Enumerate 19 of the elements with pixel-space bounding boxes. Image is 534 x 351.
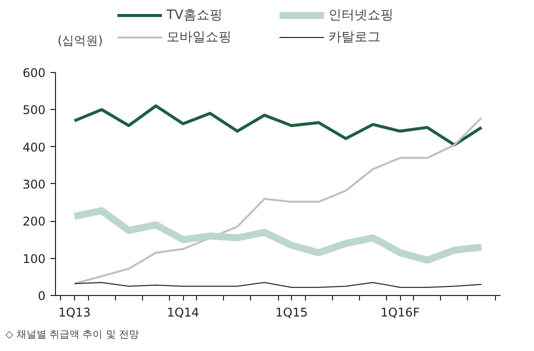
line-series	[73, 116, 483, 285]
legend-label: 인터넷쇼핑	[328, 7, 394, 24]
x-tick-label: 1Q13	[58, 306, 91, 320]
y-tick-label: 100	[22, 252, 46, 266]
text: ◇ 채널별 취급액 추이 및 전망	[6, 330, 140, 340]
y-tick-label: 400	[22, 140, 46, 154]
x-tick-label: 1Q16F	[380, 306, 420, 320]
legend-label: TV홈쇼핑	[166, 7, 224, 24]
y-tick-label: 600	[22, 66, 46, 80]
y-tick-label: 0	[38, 289, 46, 303]
legend-label: 카탈로그	[328, 29, 382, 46]
legend-label: 모바일쇼핑	[166, 29, 232, 46]
x-tick-label: 1Q15	[275, 306, 308, 320]
line-series	[72, 104, 484, 146]
y-tick-label: 200	[22, 214, 46, 229]
x-tick-label: 1Q14	[166, 306, 200, 320]
y-tick-label: 300	[22, 177, 46, 192]
y-axis-title: (십억원)	[58, 33, 103, 48]
y-tick-label: 500	[22, 103, 46, 118]
